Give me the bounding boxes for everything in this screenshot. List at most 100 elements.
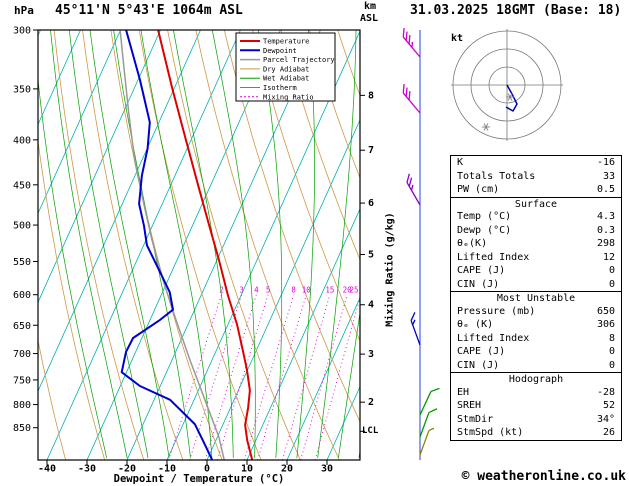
stats-label: SREH [457, 400, 482, 411]
temperature-axis-label: Dewpoint / Temperature (°C) [113, 473, 285, 485]
stats-label: EH [457, 386, 470, 398]
stats-label: Totals Totals [457, 170, 536, 182]
stats-section-header: Surface [451, 196, 621, 211]
mixing-ratio-value: 8 [291, 286, 296, 295]
hodograph-unit-label: kt [451, 33, 464, 44]
km-tick-label: 6 [368, 198, 374, 209]
pressure-unit-label: hPa [14, 4, 34, 17]
legend-label: Wet Adiabat [263, 75, 309, 83]
stats-row: Pressure (mb) 650 [451, 305, 621, 319]
stats-label: θₑ (K) [457, 319, 494, 330]
wind-barb [419, 430, 430, 456]
stats-row: SREH 52 [451, 399, 621, 413]
mixing-ratio-value: 2 [219, 286, 224, 295]
stats-value: 650 [596, 305, 615, 317]
stats-label: CAPE (J) [457, 346, 506, 357]
legend-label: Temperature [263, 38, 309, 46]
temperature-tick-label: 10 [241, 464, 253, 475]
temperature-line [157, 30, 254, 460]
stats-row: StmDir 34° [451, 413, 621, 427]
stats-label: CIN (J) [457, 278, 500, 290]
temperature-tick-label: -20 [118, 464, 136, 475]
mixing-ratio-labels: 2 3 4 5 8 10 15 2025 [219, 286, 358, 295]
legend-label: Mixing Ratio [263, 93, 314, 101]
pressure-tick-label: 600 [13, 290, 31, 301]
temperature-tick-label: -10 [158, 464, 176, 475]
hodograph-marker [507, 93, 513, 101]
lcl-label: LCL [362, 426, 379, 436]
stats-label: StmDir [457, 413, 494, 425]
stats-label: Lifted Index [457, 332, 530, 344]
stats-row: StmSpd (kt) 26 [451, 426, 621, 440]
pressure-tick-label: 400 [13, 135, 31, 146]
pressure-tick-label: 800 [13, 400, 31, 411]
stats-value: 52 [602, 400, 615, 411]
stats-row: Lifted Index 8 [451, 332, 621, 346]
pressure-tick-label: 850 [13, 423, 31, 434]
asl-axis-unit-label: ASL [360, 13, 379, 24]
temperature-tick-label: -30 [78, 464, 96, 475]
pressure-tick-label: 450 [13, 180, 31, 191]
km-axis-unit-label: km [364, 1, 377, 12]
hodograph-trace [505, 84, 518, 112]
stats-value: 0 [608, 346, 615, 357]
legend-label: Dry Adiabat [263, 65, 309, 73]
pressure-tick-label: 350 [13, 84, 31, 95]
legend-label: Dewpoint [263, 47, 297, 55]
temperature-tick-label: 20 [281, 464, 293, 475]
stats-label: K [457, 157, 464, 168]
stats-label: Temp (°C) [457, 211, 512, 222]
km-tick-label: 8 [368, 90, 374, 101]
pressure-tick-label: 550 [13, 257, 31, 268]
stats-value: 298 [596, 238, 615, 249]
stats-row: CIN (J) 0 [451, 278, 621, 292]
stats-section-header: Hodograph [451, 372, 621, 386]
copyright: © weatheronline.co.uk [461, 469, 626, 484]
stats-value: 0 [608, 359, 615, 371]
stats-value: 26 [602, 427, 615, 438]
stats-row: Dewp (°C) 0.3 [451, 224, 621, 238]
stats-row: EH -28 [451, 386, 621, 400]
stats-section-header: Most Unstable [451, 291, 621, 305]
stats-value: 0 [608, 278, 615, 290]
stats-value: 8 [608, 332, 615, 344]
wind-barb-column [402, 28, 440, 460]
stats-row: CAPE (J) 0 [451, 264, 621, 278]
stats-row: CIN (J) 0 [451, 359, 621, 373]
stats-table: K -16 Totals Totals 33 PW (cm) 0.5 Surface Temp… [450, 155, 622, 441]
mixing-ratio-value: 4 [254, 286, 259, 295]
stats-value: 0 [608, 265, 615, 276]
pressure-tick-label: 300 [13, 26, 31, 37]
stats-row: Temp (°C) 4.3 [451, 210, 621, 224]
mixing-ratio-value: 3 [239, 286, 244, 295]
mixing-ratio-value: 15 [325, 286, 334, 295]
mixing-ratio-value: 20 [343, 286, 353, 295]
profile-lines [119, 30, 254, 460]
stats-row: θₑ (K) 306 [451, 318, 621, 332]
hodograph [451, 29, 563, 141]
station-title: 45°11'N 5°43'E 1064m ASL [55, 3, 243, 18]
pressure-tick-label: 650 [13, 321, 31, 332]
stats-label: PW (cm) [457, 184, 500, 195]
mixing-ratio-value: 10 [302, 286, 312, 295]
stats-row: PW (cm) 0.5 [451, 183, 621, 197]
temperature-tick-label: 0 [204, 464, 210, 475]
wind-barb [419, 391, 432, 416]
stats-label: Pressure (mb) [457, 305, 536, 317]
legend-label: Parcel Trajectory [263, 56, 335, 64]
stats-row: Lifted Index 12 [451, 251, 621, 265]
km-tick-label: 7 [368, 145, 374, 156]
wind-barb [419, 412, 430, 438]
stats-value: -28 [596, 386, 615, 398]
stats-row: Totals Totals 33 [451, 170, 621, 184]
dewpoint-line [120, 30, 214, 460]
km-tick-label: 4 [368, 300, 374, 311]
stats-label: CAPE (J) [457, 265, 506, 276]
hodograph-marker [483, 123, 489, 131]
stats-value: -16 [596, 157, 615, 168]
datetime-title: 31.03.2025 18GMT (Base: 18) [410, 3, 622, 18]
stats-row: K -16 [451, 156, 621, 170]
mixing-ratio-value: 5 [266, 286, 271, 295]
axes: 300350400450500550600650700750800850-40-… [13, 26, 374, 475]
